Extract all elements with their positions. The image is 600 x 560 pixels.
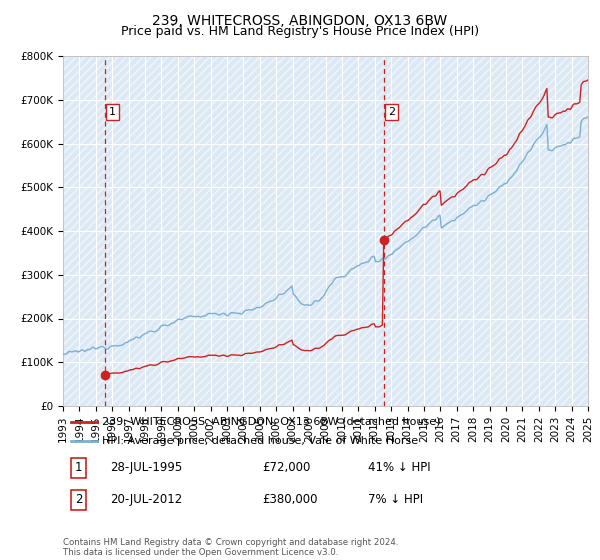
Text: Price paid vs. HM Land Registry's House Price Index (HPI): Price paid vs. HM Land Registry's House … bbox=[121, 25, 479, 38]
Text: 1: 1 bbox=[109, 107, 116, 117]
Text: 7% ↓ HPI: 7% ↓ HPI bbox=[367, 493, 422, 506]
Text: 20-JUL-2012: 20-JUL-2012 bbox=[110, 493, 182, 506]
Text: 28-JUL-1995: 28-JUL-1995 bbox=[110, 461, 182, 474]
Text: £72,000: £72,000 bbox=[263, 461, 311, 474]
Text: 2: 2 bbox=[388, 107, 395, 117]
Text: 239, WHITECROSS, ABINGDON, OX13 6BW (detached house): 239, WHITECROSS, ABINGDON, OX13 6BW (det… bbox=[103, 417, 441, 427]
Text: 1: 1 bbox=[75, 461, 83, 474]
Text: 41% ↓ HPI: 41% ↓ HPI bbox=[367, 461, 430, 474]
Text: £380,000: £380,000 bbox=[263, 493, 318, 506]
Text: 239, WHITECROSS, ABINGDON, OX13 6BW: 239, WHITECROSS, ABINGDON, OX13 6BW bbox=[152, 14, 448, 28]
Text: 2: 2 bbox=[75, 493, 83, 506]
Text: HPI: Average price, detached house, Vale of White Horse: HPI: Average price, detached house, Vale… bbox=[103, 436, 419, 446]
Text: Contains HM Land Registry data © Crown copyright and database right 2024.
This d: Contains HM Land Registry data © Crown c… bbox=[63, 538, 398, 557]
